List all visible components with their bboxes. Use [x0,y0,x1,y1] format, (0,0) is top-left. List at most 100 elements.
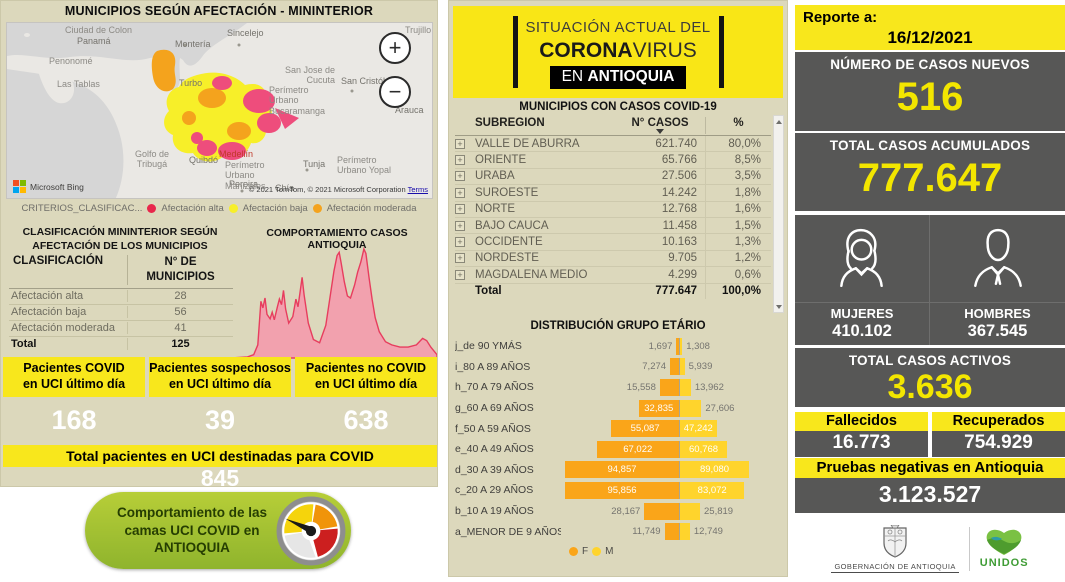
table-row[interactable]: + SUROESTE 14.242 1,8% [455,185,771,202]
legend-label-moderada[interactable]: Afectación moderada [326,203,417,214]
map-region-moderada-uraba[interactable] [151,49,176,92]
table-row[interactable]: + VALLE DE ABURRÁ 621.740 80,0% [455,136,771,153]
total-pct: 100,0% [705,283,771,299]
age-pyramid-chart: j_de 90 YMÁS 1,697 1,308 i_80 A 89 AÑOS 7,2… [455,336,783,542]
male-bar[interactable]: 83,072 [680,481,745,499]
row-label: Afectación moderada [11,322,115,335]
col-casos-header[interactable]: N° CASOS [615,117,705,134]
female-bar[interactable] [659,378,679,396]
classification-table: CLASIFICACIÓN N° DE MUNICIPIOS Afectació… [9,255,233,352]
male-bar[interactable] [680,378,691,396]
age-row[interactable]: d_30 A 39 AÑOS 94,857 89,080 [455,460,783,481]
table-row[interactable]: + URABÁ 27.506 3,5% [455,168,771,186]
header-en: EN [561,68,588,85]
subregion-pct: 80,0% [705,136,771,152]
col-clasificacion: CLASIFICACIÓN [13,255,104,267]
scroll-up-button[interactable] [774,116,783,127]
legend-label-baja[interactable]: Afectación baja [242,203,308,214]
classification-heading: CLASIFICACIÓN MININTERIOR SEGÚN AFECTACI… [22,226,218,253]
male-bar[interactable]: 47,242 [680,420,717,438]
male-bar[interactable] [680,523,690,541]
expand-icon[interactable]: + [455,269,465,280]
age-row[interactable]: e_40 A 49 AÑOS 67,022 60,768 [455,439,783,460]
m-out-label: 5,939 [688,361,713,373]
female-bar[interactable]: 55,087 [611,420,679,438]
male-side: 83,072 [679,481,780,499]
map-legend: CRITERIOS_CLASIFICAC... Afectación alta … [1,203,437,214]
terms-link[interactable]: Terms [407,185,428,194]
map-region-baja[interactable] [164,72,272,162]
header-virus: VIRUS [632,39,697,62]
male-bar[interactable] [680,502,700,520]
age-row[interactable]: j_de 90 YMÁS 1,697 1,308 [455,336,783,357]
municipios-table: SUBREGION N° CASOS % + VALLE DE ABURRÁ 621… [455,115,771,299]
female-bar[interactable]: 32,835 [638,399,679,417]
expand-icon[interactable]: + [455,171,465,182]
table-row[interactable]: + NORDESTE 9.705 1,2% [455,250,771,268]
table-scrollbar[interactable] [773,115,784,313]
expand-icon[interactable]: + [455,187,465,198]
subregion-name: VALLE DE ABURRÁ [475,137,580,150]
table-row[interactable]: Afectación moderada 41 [9,321,233,337]
table-row[interactable]: + OCCIDENTE 10.163 1,3% [455,234,771,251]
table-row[interactable]: + BAJO CAUCA 11.458 1,5% [455,217,771,235]
female-bar[interactable]: 67,022 [596,440,679,458]
expand-icon[interactable]: + [455,138,465,149]
female-bar[interactable] [676,337,679,355]
deaths-value: 16.773 [795,431,928,457]
age-row[interactable]: h_70 A 79 AÑOS 15,558 13,962 [455,377,783,398]
table-row[interactable]: Afectación alta 28 [9,289,233,305]
age-row[interactable]: g_60 A 69 AÑOS 32,835 27,606 [455,398,783,419]
table-row[interactable]: + NORTE 12.768 1,6% [455,201,771,218]
deaths-label: Fallecidos [795,412,928,431]
map-region-alta[interactable] [243,89,275,113]
expand-icon[interactable]: + [455,204,465,215]
row-value: 28 [127,290,233,303]
male-bar[interactable] [680,399,702,417]
female-bar[interactable] [664,523,679,541]
male-bar[interactable]: 60,768 [680,440,728,458]
male-bar[interactable] [680,358,685,376]
female-bar[interactable]: 94,857 [565,461,679,479]
subregion-name: NORDESTE [475,252,539,265]
age-row[interactable]: c_20 A 29 AÑOS 95,856 83,072 [455,480,783,501]
male-bar[interactable]: 89,080 [680,461,750,479]
male-side: 89,080 [679,461,780,479]
col-subregion-header[interactable]: SUBREGION [475,117,545,129]
age-row[interactable]: i_80 A 89 AÑOS 7,274 5,939 [455,357,783,378]
female-bar[interactable]: 95,856 [565,481,679,499]
expand-icon[interactable]: + [455,237,465,248]
footer-logos: GOBERNACIÓN DE ANTIOQUIA UNIDOS [795,515,1065,582]
map-zoom-out-button[interactable]: − [379,76,411,108]
f-out-label: 15,558 [626,381,656,393]
map-zoom-in-button[interactable]: + [379,32,411,64]
male-bar[interactable] [680,337,683,355]
age-row[interactable]: b_10 A 19 AÑOS 28,167 25,819 [455,501,783,522]
expand-icon[interactable]: + [455,155,465,166]
subregion-cases: 4.299 [668,268,697,281]
f-in-label: 95,856 [607,484,637,496]
col-pct-header[interactable]: % [705,117,771,134]
expand-icon[interactable]: + [455,220,465,231]
age-row[interactable]: f_50 A 59 AÑOS 55,087 47,242 [455,418,783,439]
scroll-up-icon [775,119,782,124]
scroll-down-button[interactable] [774,301,783,312]
subregion-cases: 9.705 [668,252,697,265]
uci-beds-behavior-button[interactable]: Comportamiento de las camas UCI COVID en… [85,492,351,569]
uci-boxes: Pacientes COVID en UCI último día 168 Pa… [3,357,437,436]
female-bar[interactable] [644,502,679,520]
legend-m-label[interactable]: M [605,546,614,557]
table-row[interactable]: Afectación baja 56 [9,305,233,321]
legend-f-label[interactable]: F [582,546,589,557]
male-side: 60,768 [679,440,780,458]
table-row[interactable]: + ORIENTE 65.766 8,5% [455,152,771,169]
affectation-map[interactable]: Ciudad de Colon Panamá Penonomé Las Tabl… [6,22,433,199]
table-row[interactable]: + MAGDALENA MEDIO 4.299 0,6% [455,267,771,284]
female-bar[interactable] [670,358,679,376]
age-row[interactable]: a_MENOR DE 9 AÑOS 11,749 12,749 [455,521,783,542]
expand-icon[interactable]: + [455,253,465,264]
m-out-label: 25,819 [704,505,734,517]
legend-label-alta[interactable]: Afectación alta [161,203,224,214]
women-stat: MUJERES 410.102 [795,302,930,345]
female-side: 95,856 [561,481,679,499]
